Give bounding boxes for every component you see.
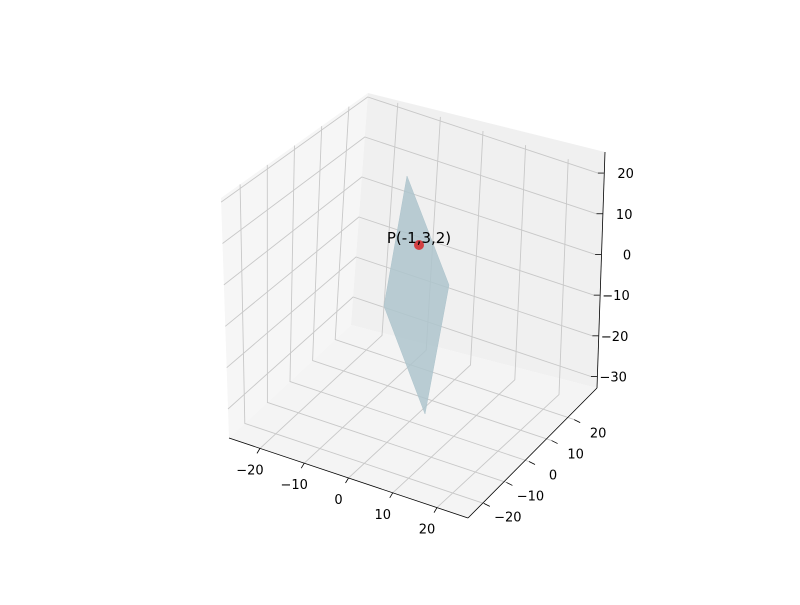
gridline-z — [225, 216, 594, 327]
z-tick-label: −20 — [601, 330, 628, 345]
x-tick-mark — [345, 477, 349, 484]
z-tick-label: 0 — [623, 248, 631, 263]
gridline-x — [392, 145, 527, 494]
pane-floor — [229, 325, 597, 518]
gridline-y — [289, 145, 530, 462]
gridline-y — [312, 126, 552, 442]
y-tick-label: −10 — [517, 489, 544, 504]
gridline-z — [222, 136, 597, 244]
y-tick-mark — [506, 482, 513, 486]
y-tick-mark — [528, 461, 536, 465]
y-tick-mark — [483, 502, 490, 507]
y-tick-label: 0 — [549, 469, 557, 484]
y-tick-mark — [574, 419, 581, 424]
z-tick-label: 10 — [616, 208, 633, 223]
point-label: P(-1,3,2) — [387, 229, 451, 247]
y-axis-line — [467, 387, 598, 519]
surface-patch — [383, 175, 450, 415]
x-tick-label: 10 — [374, 508, 391, 523]
tick-labels: −20 −10 0 10 20 −20 −10 0 10 20 −30 −20 −10 0 10 20 — [236, 167, 634, 538]
y-tick-label: −20 — [494, 510, 521, 525]
gridline-x — [259, 102, 399, 449]
x-tick-mark — [300, 462, 305, 469]
z-tick-label: −30 — [600, 371, 627, 386]
gridline-y — [266, 164, 507, 483]
z-axis-line — [596, 151, 606, 389]
point-layer: P(-1,3,2) — [387, 229, 451, 250]
x-tick-label: 0 — [334, 493, 342, 508]
gridline-z — [220, 96, 599, 203]
x-tick-label: 20 — [419, 523, 436, 538]
gridline-x — [436, 159, 569, 508]
x-tick-label: −20 — [236, 463, 263, 478]
y-tick-mark — [551, 440, 558, 444]
surface-plane — [383, 175, 450, 415]
gridline-z — [226, 256, 593, 369]
grid-lines — [220, 96, 599, 508]
y-tick-label: 10 — [567, 448, 584, 463]
y-tick-label: 20 — [590, 427, 607, 442]
gridline-y — [239, 184, 484, 504]
gridline-y — [334, 106, 575, 421]
z-tick-label: −10 — [602, 289, 629, 304]
x-tick-label: −10 — [281, 478, 308, 493]
point-marker — [414, 240, 424, 250]
x-tick-mark — [256, 448, 261, 454]
gridline-z — [227, 296, 592, 410]
x-tick-mark — [389, 492, 394, 499]
pane-left — [221, 93, 368, 438]
x-tick-mark — [433, 507, 438, 513]
gridline-z — [223, 176, 596, 286]
z-tick-label: 20 — [617, 167, 634, 182]
gridline-x — [348, 130, 484, 479]
